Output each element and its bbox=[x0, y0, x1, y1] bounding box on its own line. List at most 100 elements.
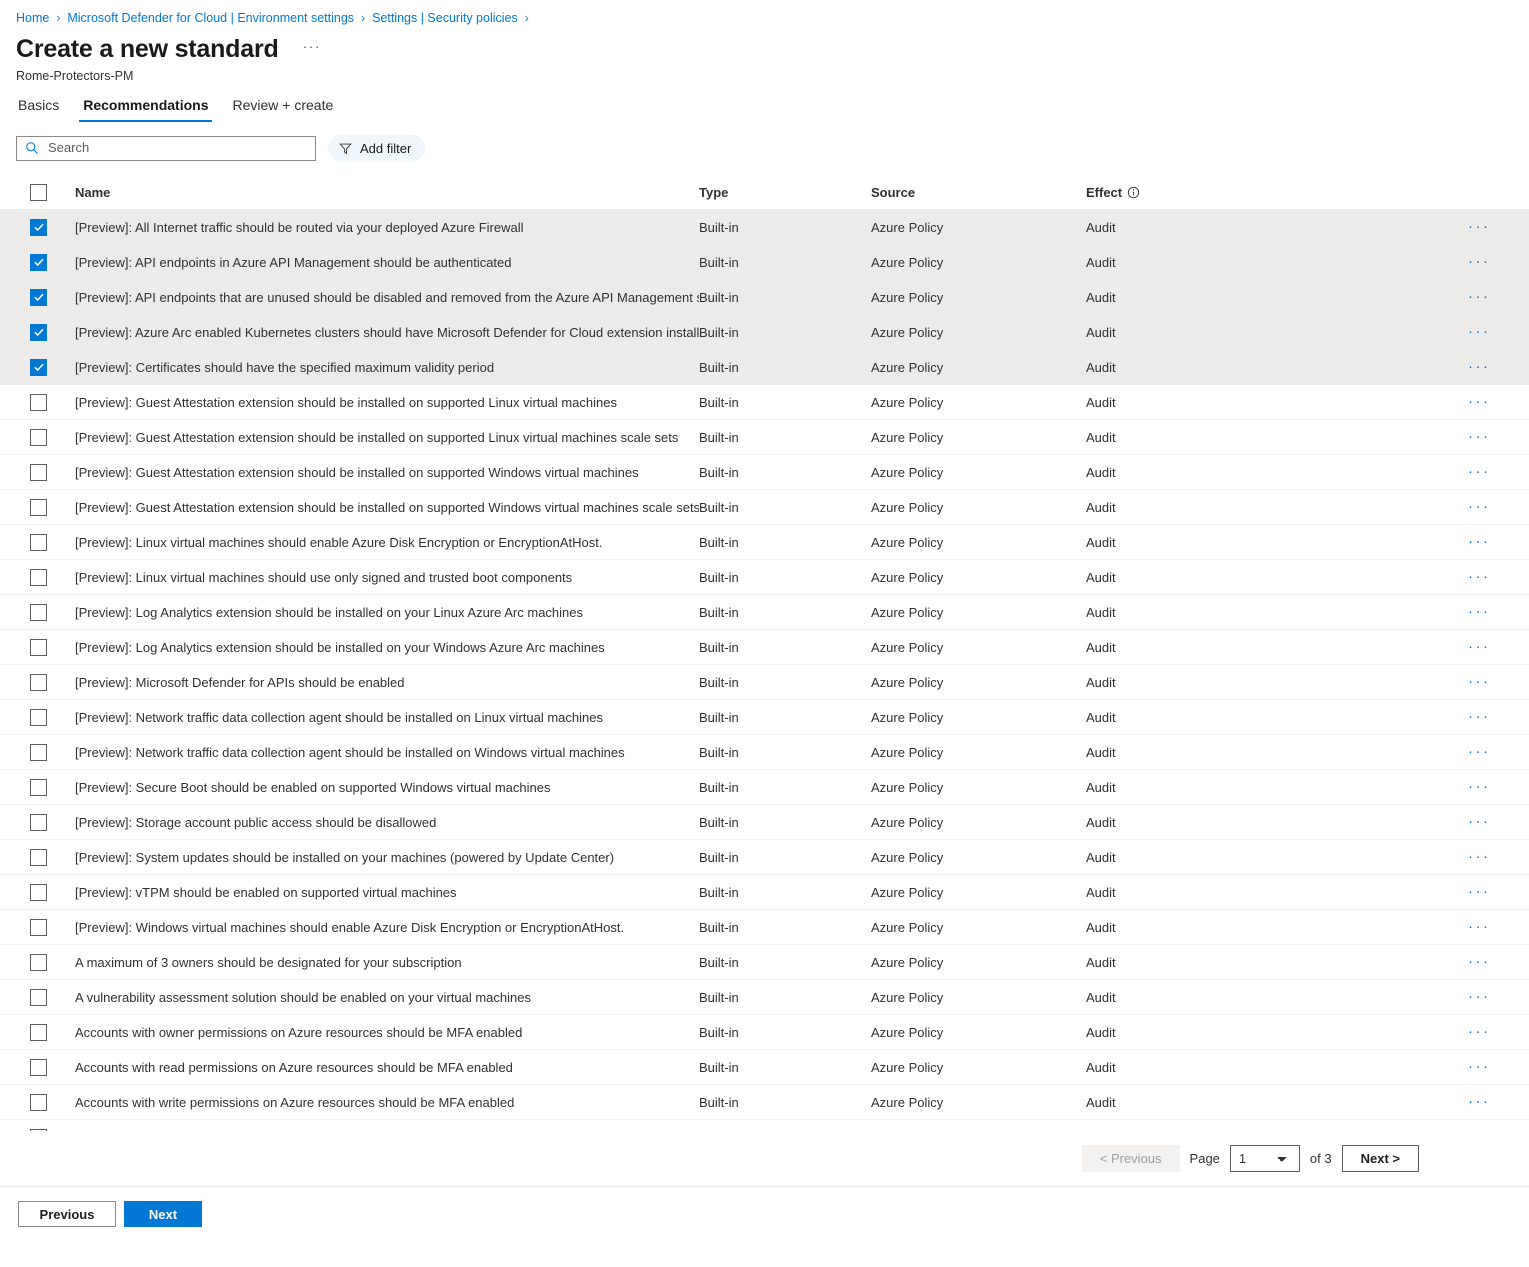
row-more-options-icon[interactable]: ··· bbox=[1468, 883, 1491, 900]
table-row[interactable]: [Preview]: Log Analytics extension shoul… bbox=[0, 630, 1529, 665]
table-row[interactable]: [Preview]: Guest Attestation extension s… bbox=[0, 385, 1529, 420]
row-more-options-icon[interactable]: ··· bbox=[1468, 708, 1491, 725]
row-more-options-icon[interactable]: ··· bbox=[1468, 673, 1491, 690]
row-select-checkbox[interactable] bbox=[30, 428, 47, 446]
pagination-next-button[interactable]: Next > bbox=[1341, 1145, 1419, 1172]
table-row[interactable]: [Preview]: Windows virtual machines shou… bbox=[0, 910, 1529, 945]
row-select-checkbox[interactable] bbox=[30, 953, 47, 971]
table-row[interactable]: [Preview]: Guest Attestation extension s… bbox=[0, 490, 1529, 525]
row-select-checkbox[interactable] bbox=[30, 778, 47, 796]
table-row[interactable]: [Preview]: Linux virtual machines should… bbox=[0, 560, 1529, 595]
table-row[interactable]: Accounts with read permissions on Azure … bbox=[0, 1050, 1529, 1085]
column-header-name[interactable]: Name bbox=[75, 185, 111, 200]
tab-review-create[interactable]: Review + create bbox=[232, 97, 334, 113]
table-row[interactable]: Accounts with owner permissions on Azure… bbox=[0, 1015, 1529, 1050]
info-icon[interactable] bbox=[1127, 186, 1140, 199]
row-more-options-icon[interactable]: ··· bbox=[1466, 1129, 1493, 1131]
row-select-checkbox[interactable] bbox=[30, 743, 47, 761]
row-more-options-icon[interactable]: ··· bbox=[1468, 288, 1491, 305]
row-select-checkbox[interactable] bbox=[30, 988, 47, 1006]
pagination-page-select[interactable]: 123 bbox=[1229, 1145, 1300, 1172]
table-row[interactable]: [Preview]: Network traffic data collecti… bbox=[0, 735, 1529, 770]
add-filter-button[interactable]: Add filter bbox=[328, 135, 426, 161]
table-row[interactable]: [Preview]: vTPM should be enabled on sup… bbox=[0, 875, 1529, 910]
row-more-options-icon[interactable]: ··· bbox=[1468, 638, 1491, 655]
row-more-options-icon[interactable]: ··· bbox=[1468, 778, 1491, 795]
row-select-checkbox[interactable] bbox=[30, 463, 47, 481]
row-more-options-icon[interactable]: ··· bbox=[1468, 743, 1491, 760]
row-select-checkbox[interactable] bbox=[30, 1093, 47, 1111]
row-select-checkbox[interactable] bbox=[30, 708, 47, 726]
row-select-checkbox[interactable] bbox=[30, 673, 47, 691]
table-row[interactable]: A vulnerability assessment solution shou… bbox=[0, 980, 1529, 1015]
column-header-source[interactable]: Source bbox=[871, 185, 916, 200]
tab-recommendations[interactable]: Recommendations bbox=[71, 96, 220, 122]
breadcrumb-item-defender-environment-settings[interactable]: Microsoft Defender for Cloud | Environme… bbox=[67, 11, 355, 25]
table-row[interactable]: Accounts with write permissions on Azure… bbox=[0, 1085, 1529, 1120]
wizard-next-button[interactable]: Next bbox=[124, 1201, 202, 1227]
row-select-checkbox[interactable] bbox=[30, 883, 47, 901]
row-more-options-icon[interactable]: ··· bbox=[1468, 848, 1491, 865]
row-more-options-icon[interactable]: ··· bbox=[1468, 498, 1491, 515]
row-select-checkbox[interactable] bbox=[30, 638, 47, 656]
table-row[interactable]: [Preview]: Guest Attestation extension s… bbox=[0, 420, 1529, 455]
table-row[interactable]: [Preview]: API endpoints in Azure API Ma… bbox=[0, 245, 1529, 280]
row-more-options-icon[interactable]: ··· bbox=[1468, 463, 1491, 480]
table-row[interactable]: [Preview]: Linux virtual machines should… bbox=[0, 525, 1529, 560]
row-more-options-icon[interactable]: ··· bbox=[1468, 428, 1491, 445]
tab-basics[interactable]: Basics bbox=[18, 97, 60, 113]
row-more-options-icon[interactable]: ··· bbox=[1468, 323, 1491, 340]
row-more-options-icon[interactable]: ··· bbox=[1468, 603, 1491, 620]
search-input[interactable] bbox=[46, 139, 309, 157]
row-more-options-icon[interactable]: ··· bbox=[1468, 533, 1491, 550]
pagination-previous-button[interactable]: < Previous bbox=[1081, 1145, 1180, 1172]
more-options-icon[interactable]: ··· bbox=[302, 38, 322, 54]
table-row[interactable]: Adaptive application controls for defini… bbox=[0, 1120, 1529, 1131]
row-more-options-icon[interactable]: ··· bbox=[1468, 988, 1491, 1005]
search-box[interactable] bbox=[16, 135, 316, 161]
row-more-options-icon[interactable]: ··· bbox=[1468, 568, 1491, 585]
table-row[interactable]: A maximum of 3 owners should be designat… bbox=[0, 945, 1529, 980]
table-row[interactable]: [Preview]: Secure Boot should be enabled… bbox=[0, 770, 1529, 805]
row-select-checkbox[interactable] bbox=[30, 393, 47, 411]
row-more-options-icon[interactable]: ··· bbox=[1468, 1023, 1491, 1040]
row-select-checkbox[interactable] bbox=[30, 218, 47, 236]
table-row[interactable]: [Preview]: Azure Arc enabled Kubernetes … bbox=[0, 315, 1529, 350]
table-row[interactable]: [Preview]: Log Analytics extension shoul… bbox=[0, 595, 1529, 630]
row-select-checkbox[interactable] bbox=[30, 323, 47, 341]
row-more-options-icon[interactable]: ··· bbox=[1468, 1058, 1491, 1075]
breadcrumb-item-settings-security-policies[interactable]: Settings | Security policies bbox=[372, 11, 518, 25]
row-select-checkbox[interactable] bbox=[30, 358, 47, 376]
breadcrumb-item-home[interactable]: Home bbox=[16, 11, 50, 25]
row-more-options-icon[interactable]: ··· bbox=[1468, 1093, 1491, 1110]
row-select-checkbox[interactable] bbox=[30, 1023, 47, 1041]
column-header-effect[interactable]: Effect bbox=[1086, 185, 1458, 200]
row-select-checkbox[interactable] bbox=[30, 288, 47, 306]
row-select-checkbox[interactable] bbox=[30, 1128, 47, 1131]
row-select-checkbox[interactable] bbox=[30, 498, 47, 516]
select-all-checkbox[interactable] bbox=[30, 184, 47, 201]
row-select-checkbox[interactable] bbox=[30, 918, 47, 936]
row-more-options-icon[interactable]: ··· bbox=[1468, 918, 1491, 935]
table-body[interactable]: [Preview]: All Internet traffic should b… bbox=[0, 210, 1529, 1131]
table-row[interactable]: [Preview]: All Internet traffic should b… bbox=[0, 210, 1529, 245]
wizard-previous-button[interactable]: Previous bbox=[18, 1201, 116, 1227]
row-more-options-icon[interactable]: ··· bbox=[1468, 358, 1491, 375]
row-select-checkbox[interactable] bbox=[30, 1058, 47, 1076]
column-header-type[interactable]: Type bbox=[699, 185, 729, 200]
row-more-options-icon[interactable]: ··· bbox=[1468, 218, 1491, 235]
row-select-checkbox[interactable] bbox=[30, 848, 47, 866]
row-select-checkbox[interactable] bbox=[30, 533, 47, 551]
row-select-checkbox[interactable] bbox=[30, 603, 47, 621]
table-row[interactable]: [Preview]: System updates should be inst… bbox=[0, 840, 1529, 875]
table-row[interactable]: [Preview]: Network traffic data collecti… bbox=[0, 700, 1529, 735]
table-row[interactable]: [Preview]: Microsoft Defender for APIs s… bbox=[0, 665, 1529, 700]
table-row[interactable]: [Preview]: API endpoints that are unused… bbox=[0, 280, 1529, 315]
row-more-options-icon[interactable]: ··· bbox=[1468, 953, 1491, 970]
row-select-checkbox[interactable] bbox=[30, 568, 47, 586]
table-row[interactable]: [Preview]: Guest Attestation extension s… bbox=[0, 455, 1529, 490]
row-more-options-icon[interactable]: ··· bbox=[1468, 813, 1491, 830]
table-row[interactable]: [Preview]: Certificates should have the … bbox=[0, 350, 1529, 385]
row-select-checkbox[interactable] bbox=[30, 253, 47, 271]
row-more-options-icon[interactable]: ··· bbox=[1468, 253, 1491, 270]
